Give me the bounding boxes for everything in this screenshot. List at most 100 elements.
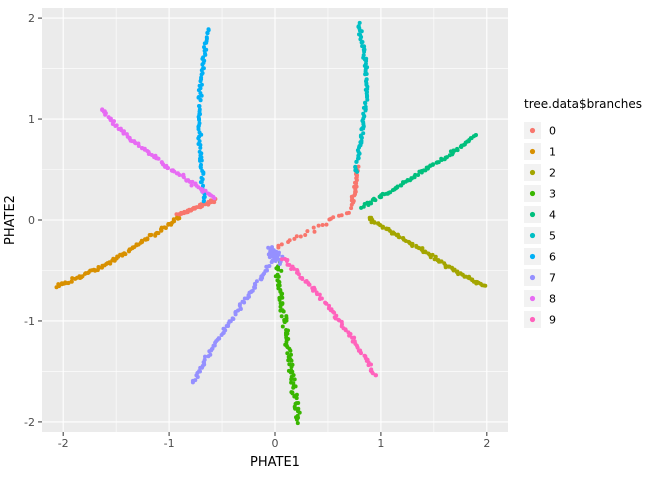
data-point: [278, 304, 283, 309]
legend-item-label: 6: [549, 251, 556, 264]
data-point: [265, 264, 270, 269]
series-9-points: [279, 257, 378, 378]
data-point: [181, 174, 186, 178]
data-point: [200, 169, 205, 173]
data-point: [189, 183, 194, 188]
series-7-points: [190, 245, 285, 385]
data-point: [272, 257, 277, 262]
data-point: [319, 296, 324, 301]
legend-title: tree.data$branches: [524, 97, 642, 111]
data-point: [356, 156, 360, 161]
data-point: [282, 320, 287, 325]
data-point: [197, 104, 201, 108]
data-point: [149, 232, 154, 237]
legend-key-dot: [529, 253, 536, 260]
data-point: [273, 274, 278, 279]
data-point: [364, 77, 369, 82]
data-point: [360, 44, 365, 49]
legend-item: 6: [524, 248, 556, 265]
data-point: [361, 53, 366, 58]
data-point: [201, 183, 205, 188]
data-point: [199, 82, 204, 87]
data-point: [240, 299, 245, 304]
data-point: [277, 262, 282, 266]
data-point: [436, 160, 441, 165]
data-point: [361, 105, 366, 110]
data-point: [361, 131, 366, 136]
data-point: [356, 24, 361, 29]
data-point: [482, 283, 486, 288]
data-point: [284, 339, 289, 344]
data-point: [289, 364, 294, 369]
legend-key-dot: [529, 211, 536, 218]
data-point: [409, 176, 414, 181]
data-point: [258, 277, 263, 281]
data-point: [373, 373, 378, 378]
data-point: [112, 119, 116, 124]
data-point: [324, 222, 329, 227]
data-point: [219, 333, 224, 337]
data-point: [297, 410, 302, 415]
legend-key-dot: [529, 316, 536, 323]
data-point: [96, 266, 101, 270]
legend-item-label: 4: [549, 209, 556, 222]
data-point: [346, 210, 351, 215]
data-point: [184, 178, 189, 183]
data-point: [276, 243, 281, 248]
data-point: [114, 123, 119, 128]
data-point: [155, 230, 160, 235]
data-point: [104, 262, 109, 266]
data-point: [204, 35, 209, 40]
data-point: [363, 100, 367, 105]
data-point: [253, 285, 257, 290]
legend-item-label: 7: [549, 272, 556, 285]
data-point: [397, 235, 402, 240]
legend-item: 8: [524, 290, 556, 307]
data-point: [57, 284, 61, 289]
data-point: [357, 20, 362, 25]
data-point: [327, 303, 332, 308]
data-point: [177, 216, 182, 221]
data-point: [360, 40, 365, 44]
data-point: [311, 225, 316, 230]
data-point: [473, 133, 478, 138]
data-point: [362, 47, 367, 52]
data-point: [285, 351, 290, 356]
data-point: [106, 115, 111, 120]
x-tick-label: 1: [377, 437, 384, 450]
y-tick-label: 2: [28, 12, 35, 25]
data-point: [324, 301, 329, 306]
data-point: [294, 417, 299, 422]
legend-key-dot: [529, 295, 536, 302]
data-point: [294, 396, 299, 401]
legend-key-dot: [529, 148, 536, 155]
data-point: [198, 165, 203, 170]
data-point: [305, 229, 310, 234]
data-point: [198, 145, 203, 150]
legend-item: 0: [524, 122, 556, 139]
data-point: [268, 248, 273, 253]
data-point: [354, 184, 359, 189]
data-point: [233, 312, 238, 317]
data-point: [207, 349, 212, 354]
data-point: [300, 277, 305, 281]
data-point: [395, 184, 400, 189]
y-axis-title: PHATE2: [3, 195, 18, 245]
data-point: [352, 335, 357, 340]
data-point: [287, 263, 292, 267]
legend-item-label: 2: [549, 167, 556, 180]
legend-item-label: 3: [549, 188, 556, 201]
data-point: [163, 226, 168, 230]
data-point: [285, 331, 290, 336]
data-point: [276, 274, 281, 279]
data-point: [197, 149, 202, 154]
data-point: [373, 198, 378, 203]
data-point: [294, 234, 299, 239]
data-point: [111, 256, 116, 261]
data-point: [281, 309, 286, 314]
data-point: [122, 251, 127, 256]
y-tick-label: -2: [24, 416, 35, 429]
data-point: [269, 260, 274, 265]
